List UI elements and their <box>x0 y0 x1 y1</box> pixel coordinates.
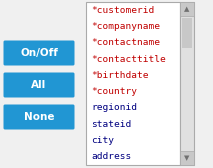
Text: ▲: ▲ <box>184 6 190 12</box>
Bar <box>86 2 180 165</box>
Text: address: address <box>91 152 131 161</box>
Text: *customerid: *customerid <box>91 6 154 15</box>
Bar <box>180 2 194 165</box>
FancyBboxPatch shape <box>3 40 75 66</box>
Text: *contacttitle: *contacttitle <box>91 55 166 64</box>
Text: *companyname: *companyname <box>91 22 160 31</box>
Text: None: None <box>24 112 54 122</box>
FancyBboxPatch shape <box>3 104 75 130</box>
Bar <box>180 151 194 165</box>
Text: All: All <box>31 80 47 90</box>
Text: On/Off: On/Off <box>20 48 58 58</box>
FancyBboxPatch shape <box>3 73 75 97</box>
Text: *birthdate: *birthdate <box>91 71 148 80</box>
Text: city: city <box>91 136 114 145</box>
Text: regionid: regionid <box>91 103 137 112</box>
Text: ▼: ▼ <box>184 155 190 161</box>
Text: *contactname: *contactname <box>91 38 160 47</box>
Text: stateid: stateid <box>91 120 131 129</box>
Bar <box>180 2 194 16</box>
Text: *country: *country <box>91 87 137 96</box>
Bar <box>182 18 192 48</box>
